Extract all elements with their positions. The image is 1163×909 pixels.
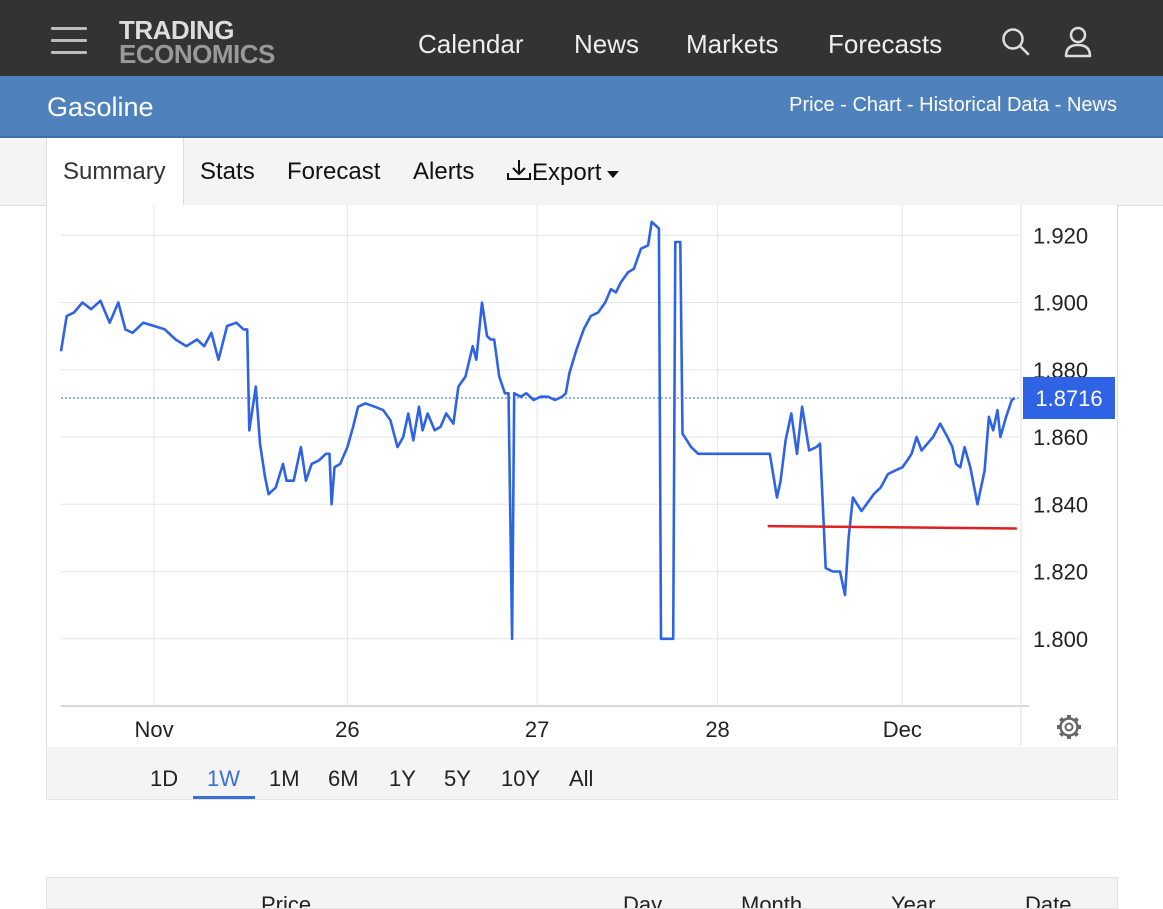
link-separator: - bbox=[1049, 94, 1067, 116]
logo-line-1: TRADING bbox=[119, 15, 234, 45]
support-trendline[interactable] bbox=[767, 524, 1017, 530]
download-icon bbox=[507, 160, 531, 180]
range-6m[interactable]: 6M bbox=[328, 766, 359, 791]
section-links: Price - Chart - Historical Data - News bbox=[789, 94, 1117, 117]
tab-summary[interactable]: Summary bbox=[63, 158, 166, 185]
link-news[interactable]: News bbox=[1066, 94, 1117, 116]
last-price-badge bbox=[1023, 377, 1115, 420]
nav-news[interactable]: News bbox=[574, 29, 640, 59]
x-tick-label: Dec bbox=[883, 717, 922, 742]
user-icon[interactable] bbox=[1063, 26, 1093, 63]
range-1m[interactable]: 1M bbox=[269, 766, 300, 791]
last-price-label: 1.8716 bbox=[1035, 386, 1102, 411]
page-title: Gasoline bbox=[47, 92, 154, 122]
range-5y[interactable]: 5Y bbox=[444, 766, 471, 791]
y-tick-label: 1.800 bbox=[1033, 627, 1088, 652]
y-tick-label: 1.900 bbox=[1033, 291, 1088, 316]
range-10y[interactable]: 10Y bbox=[501, 766, 541, 791]
link-separator: - bbox=[901, 94, 920, 116]
quote-table-header: Price Day Month Year Date bbox=[46, 877, 1118, 909]
tab-export[interactable]: Export bbox=[506, 158, 621, 187]
nav-calendar[interactable]: Calendar bbox=[418, 29, 524, 59]
link-price[interactable]: Price bbox=[789, 94, 835, 116]
range-1d[interactable]: 1D bbox=[150, 766, 179, 791]
price-chart: 1.920 1.900 1.880 1.860 1.840 1.820 1.800 Nov 26… bbox=[46, 205, 1118, 747]
range-all[interactable]: All bbox=[569, 766, 594, 791]
price-series-line[interactable] bbox=[59, 220, 1016, 641]
chart-settings-gear-icon[interactable] bbox=[1057, 715, 1081, 739]
x-tick-label: 27 bbox=[525, 717, 549, 742]
y-tick-label: 1.820 bbox=[1033, 560, 1088, 585]
tab-summary-background bbox=[46, 138, 184, 206]
search-icon[interactable] bbox=[1001, 26, 1031, 63]
range-1y[interactable]: 1Y bbox=[389, 766, 416, 791]
nav-forecasts[interactable]: Forecasts bbox=[828, 29, 943, 59]
logo-line-2: ECONOMICS bbox=[119, 39, 275, 69]
range-1w[interactable]: 1W bbox=[207, 766, 240, 791]
y-tick-label: 1.920 bbox=[1033, 223, 1088, 248]
nav-markets[interactable]: Markets bbox=[686, 29, 779, 59]
tab-stats[interactable]: Stats bbox=[200, 158, 255, 185]
x-tick-label: 28 bbox=[705, 717, 729, 742]
link-chart[interactable]: Chart bbox=[852, 94, 902, 116]
x-tick-label: 26 bbox=[335, 717, 359, 742]
y-tick-label: 1.860 bbox=[1033, 425, 1088, 450]
menu-icon[interactable] bbox=[51, 27, 87, 55]
link-separator: - bbox=[834, 94, 853, 116]
chart-tabs: Summary Stats Forecast Alerts Export bbox=[0, 138, 1163, 206]
y-tick-label: 1.840 bbox=[1033, 492, 1088, 517]
tab-alerts[interactable]: Alerts bbox=[413, 158, 475, 185]
range-selector: 1D 1W 1M 6M 1Y 5Y 10Y All bbox=[46, 747, 1118, 800]
export-label: Export bbox=[532, 159, 602, 186]
trading-economics-logo[interactable]: TRADING ECONOMICS bbox=[119, 15, 275, 69]
x-tick-label: Nov bbox=[135, 717, 174, 742]
top-navigation-bar: TRADING ECONOMICS Calendar News Markets … bbox=[0, 0, 1163, 76]
link-historical-data[interactable]: Historical Data bbox=[919, 94, 1050, 116]
active-range-indicator bbox=[193, 796, 255, 799]
instrument-title-bar: Gasoline Price - Chart - Historical Data… bbox=[0, 76, 1163, 138]
caret-down-icon bbox=[607, 171, 620, 178]
tab-forecast[interactable]: Forecast bbox=[287, 158, 381, 185]
